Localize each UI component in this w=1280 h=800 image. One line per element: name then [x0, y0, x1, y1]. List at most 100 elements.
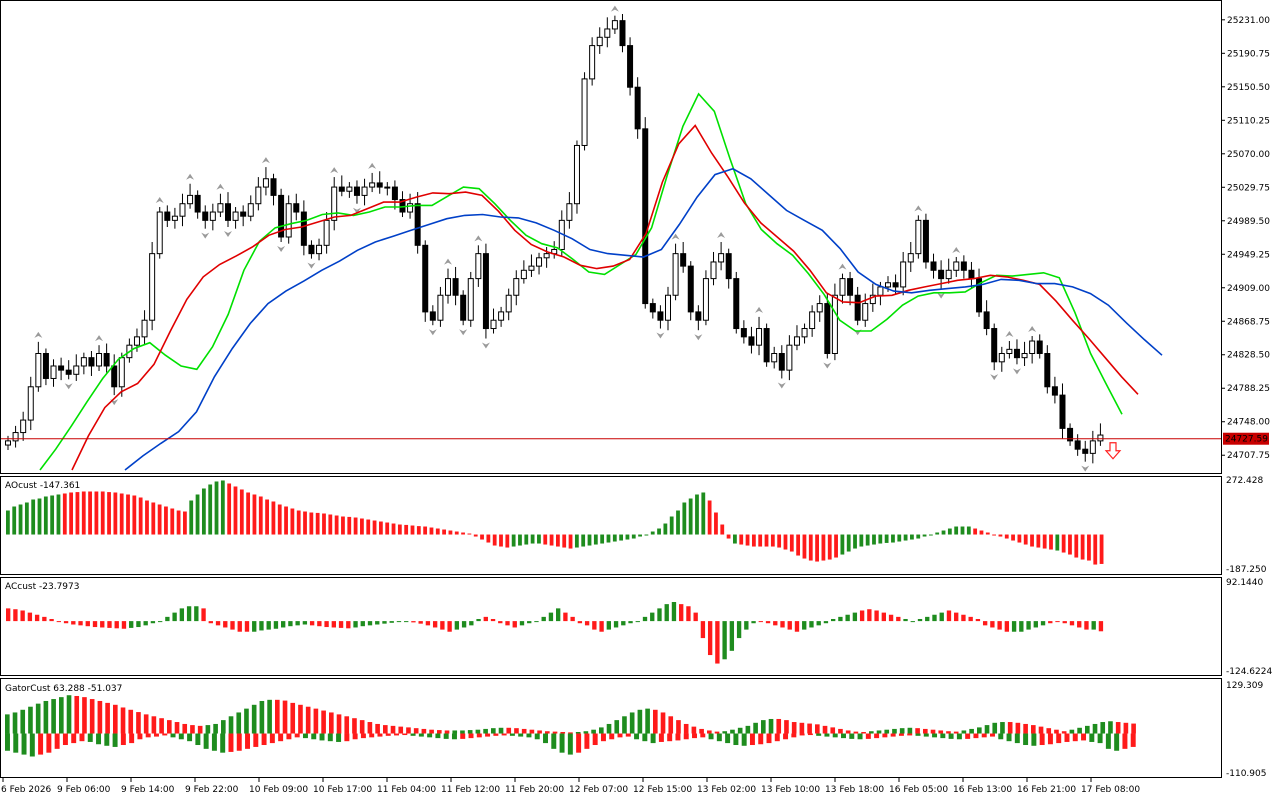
time-tick-label: 10 Feb 09:00 — [249, 785, 308, 795]
histogram-bar — [179, 608, 185, 622]
histogram-bar — [935, 532, 940, 535]
candle-body — [149, 253, 156, 321]
gator-upper-bar — [197, 725, 203, 734]
candle-body — [73, 365, 80, 375]
histogram-bar — [985, 532, 990, 535]
candle-body — [42, 353, 49, 379]
time-tick-label: 9 Feb 14:00 — [121, 785, 175, 795]
histogram-bar — [404, 524, 409, 535]
histogram-bar — [874, 610, 879, 622]
candle-body — [824, 303, 831, 355]
gator-tick-top: 129.309 — [1226, 681, 1263, 691]
gator-upper-bar — [645, 708, 650, 734]
histogram-bar — [693, 612, 698, 622]
histogram-bar — [281, 621, 286, 628]
gator-upper-bar — [737, 727, 743, 734]
gator-lower-bar — [965, 733, 971, 739]
histogram-bar — [802, 534, 807, 559]
gator-upper-bar — [1069, 729, 1075, 734]
histogram-bar — [834, 534, 838, 558]
candle-body — [665, 294, 671, 321]
candle-body — [725, 253, 732, 280]
candle-body — [255, 186, 262, 205]
candle-body — [133, 336, 140, 346]
gator-lower-bar — [302, 733, 308, 739]
gator-upper-bar — [66, 695, 72, 734]
candle-body — [930, 261, 937, 271]
histogram-bar — [410, 525, 415, 535]
gator-upper-bar — [1077, 727, 1082, 734]
histogram-bar — [982, 621, 988, 626]
histogram-bar — [1023, 534, 1028, 545]
histogram-bar — [1017, 534, 1022, 543]
histogram-bar — [317, 621, 322, 627]
histogram-bar — [823, 621, 829, 624]
histogram-bar — [151, 502, 156, 535]
fractal-down-icon — [777, 382, 786, 389]
gator-lower-bar — [907, 733, 913, 736]
main-panel-frame — [0, 0, 1222, 474]
candle-body — [604, 28, 611, 38]
candle-body — [960, 261, 967, 271]
histogram-bar — [309, 512, 314, 535]
histogram-bar — [244, 621, 250, 632]
histogram-bar — [707, 621, 713, 656]
time-axis: 6 Feb 2026 9 Feb 06:00 9 Feb 14:00 9 Feb 22… — [1, 778, 1140, 795]
candle-body — [353, 186, 360, 196]
candle-body — [1067, 427, 1074, 442]
histogram-bar — [530, 534, 535, 544]
histogram-bar — [714, 512, 718, 535]
gator-upper-bar — [444, 730, 450, 734]
histogram-bar — [165, 616, 170, 622]
gator-lower-bar — [195, 733, 201, 746]
histogram-bar — [145, 500, 149, 535]
gator-lower-bar — [5, 733, 10, 751]
histogram-bar — [562, 534, 567, 548]
histogram-bar — [663, 523, 668, 535]
fractal-up-icon — [34, 331, 43, 338]
gator-lower-bar — [1097, 733, 1103, 744]
histogram-bar — [49, 618, 54, 622]
gator-upper-bar — [51, 699, 56, 734]
gator-upper-bar — [606, 723, 612, 734]
gator-lower-bar — [187, 733, 193, 742]
gator-lower-bar — [402, 733, 408, 736]
candle-body — [801, 328, 808, 338]
histogram-bar — [378, 521, 383, 535]
gator-upper-bar — [977, 727, 982, 734]
gator-upper-bar — [305, 706, 311, 734]
gator-upper-bar — [352, 718, 357, 734]
gator-lower-bar — [824, 733, 830, 737]
histogram-bar — [881, 612, 886, 622]
fractal-down-icon — [224, 231, 232, 238]
price-tick-label: 25070.00 — [1227, 150, 1270, 160]
histogram-bar — [954, 612, 959, 622]
gator-lower-bar — [62, 733, 68, 746]
histogram-bar — [126, 494, 130, 535]
time-tick-label: 17 Feb 08:00 — [1081, 785, 1140, 795]
histogram-bar — [816, 621, 821, 626]
histogram-bar — [867, 609, 872, 622]
gator-lower-bar — [369, 733, 375, 738]
candle-body — [1021, 353, 1028, 359]
candle-body — [809, 311, 816, 330]
gator-upper-bar — [113, 704, 118, 734]
fractal-up-icon — [474, 235, 483, 242]
histogram-bar — [512, 621, 517, 628]
gator-upper-bar — [1054, 729, 1059, 734]
histogram-bar — [150, 621, 156, 624]
gator-upper-bar — [498, 727, 504, 734]
histogram-bar — [1093, 534, 1098, 565]
ac-histogram — [6, 602, 1104, 664]
candle-body — [156, 211, 163, 255]
histogram-bar — [498, 621, 503, 624]
histogram-bar — [490, 618, 496, 622]
gator-lower-bar — [394, 733, 400, 736]
gator-lower-bar — [799, 733, 805, 736]
histogram-bar — [1099, 534, 1104, 564]
gator-lower-bar — [766, 733, 772, 744]
gator-lower-bar — [319, 733, 325, 741]
histogram-bar — [324, 621, 329, 628]
gator-upper-bar — [876, 730, 882, 734]
